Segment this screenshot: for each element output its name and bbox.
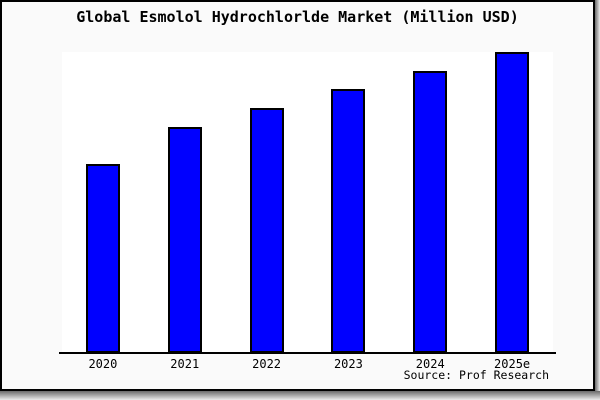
chart-canvas: Global Esmolol Hydrochlorlde Market (Mil… [0, 0, 595, 391]
x-axis-label-2022: 2022 [252, 357, 282, 371]
x-axis-label-2025e: 2025e [494, 357, 531, 371]
bar-2023 [331, 89, 366, 353]
canvas-shadow-bottom [0, 391, 600, 400]
source-note: Source: Prof Research [403, 368, 549, 382]
chart-title: Global Esmolol Hydrochlorlde Market (Mil… [76, 8, 519, 26]
x-axis-label-2020: 2020 [88, 357, 118, 371]
x-axis-label-2023: 2023 [333, 357, 363, 371]
x-axis-label-2021: 2021 [170, 357, 200, 371]
bar-2021 [167, 127, 202, 353]
x-axis-label-2024: 2024 [415, 357, 445, 371]
x-axis-line [59, 352, 556, 354]
bar-2025e [495, 52, 530, 353]
plot-area [62, 52, 553, 353]
bar-2022 [249, 108, 284, 353]
bar-2024 [413, 71, 448, 353]
canvas-shadow-right [595, 0, 600, 400]
bar-2020 [85, 164, 120, 353]
